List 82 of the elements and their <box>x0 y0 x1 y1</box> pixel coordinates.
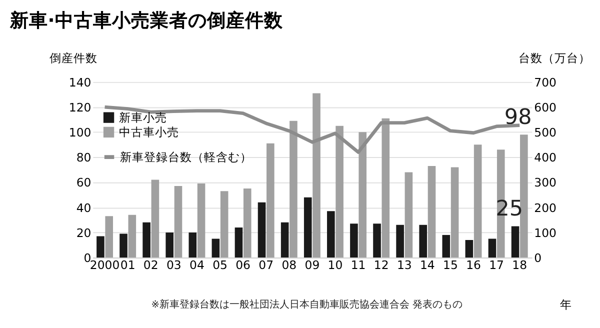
bar <box>280 222 289 258</box>
x-tick-label: 05 <box>212 258 228 272</box>
x-tick-label: 06 <box>236 258 250 272</box>
bar <box>120 234 128 258</box>
bar <box>197 184 206 258</box>
bar <box>142 222 150 258</box>
y-tick-label: 0 <box>84 250 92 265</box>
bar <box>312 93 320 258</box>
bar <box>174 186 182 258</box>
y-tick-label: 40 <box>76 200 92 215</box>
y2-tick-label: 0 <box>534 250 542 265</box>
bar <box>188 232 197 258</box>
x-tick-label: 15 <box>443 258 458 272</box>
y-tick-label: 60 <box>76 176 92 190</box>
y2-axis-title: 台数（万台） <box>518 50 591 65</box>
x-tick-label: 02 <box>143 258 158 272</box>
bar <box>428 166 436 258</box>
x-tick-label: 01 <box>120 258 136 272</box>
y2-tick-label: 100 <box>534 226 556 240</box>
bar <box>396 224 404 258</box>
y2-tick-label: 500 <box>534 126 556 140</box>
x-tick-label: 10 <box>328 258 343 272</box>
x-axis-title: 年 <box>560 297 572 312</box>
bar <box>442 234 450 258</box>
bar <box>358 132 367 258</box>
x-tick-label: 09 <box>304 258 320 272</box>
bar <box>234 227 243 258</box>
x-tick-label: 07 <box>258 258 274 272</box>
y2-tick-label: 300 <box>534 176 556 190</box>
legend-label: 新車小売 <box>119 110 168 124</box>
x-tick-label: 17 <box>489 258 504 272</box>
legend-label: 中古車小売 <box>119 125 180 140</box>
x-tick-label: 16 <box>466 258 481 272</box>
y-tick-label: 140 <box>68 75 92 90</box>
bar <box>350 224 358 258</box>
x-tick-label: 2000 <box>90 258 120 272</box>
bar <box>212 238 220 258</box>
x-tick-label: 12 <box>374 258 389 272</box>
bar <box>128 214 136 258</box>
x-tick-label: 13 <box>396 258 412 272</box>
bar <box>96 236 104 258</box>
y-tick-label: 20 <box>76 226 92 240</box>
y-tick-label: 80 <box>76 150 92 165</box>
bar <box>304 197 312 258</box>
bar <box>404 172 413 258</box>
legend-label: 新車登録台数（軽含む） <box>120 150 252 164</box>
text: ※新車登録台数は一般社団法人日本自動車販売協会連合会 発表のもの <box>151 298 462 310</box>
bar <box>488 238 496 258</box>
x-tick-label: 11 <box>350 258 366 272</box>
bar <box>105 216 114 258</box>
chart-title: 新車·中古車小売業者の倒産件数 <box>8 9 284 32</box>
bar <box>450 167 459 258</box>
data-label: 98 <box>504 104 532 130</box>
bar <box>520 134 528 258</box>
bar <box>465 240 474 258</box>
bar <box>373 224 381 258</box>
y2-tick-label: 600 <box>534 100 556 114</box>
bar <box>336 126 344 258</box>
data-label: 25 <box>496 196 524 222</box>
bar <box>290 120 298 258</box>
x-tick-label: 18 <box>512 258 528 272</box>
y2-tick-label: 400 <box>534 150 556 165</box>
bar <box>151 180 160 258</box>
x-tick-label: 08 <box>282 258 297 272</box>
bar <box>166 232 174 258</box>
y-tick-label: 100 <box>68 126 92 140</box>
bar <box>220 191 228 258</box>
bar <box>327 211 335 258</box>
x-tick-label: 03 <box>166 258 182 272</box>
bar <box>419 224 428 258</box>
bar <box>258 202 266 258</box>
bar <box>474 144 482 258</box>
x-tick-label: 04 <box>190 258 204 272</box>
y-tick-label: 120 <box>68 100 92 114</box>
bar <box>382 118 390 258</box>
x-tick-label: 14 <box>420 258 435 272</box>
y-axis-title: 倒産件数 <box>49 50 98 65</box>
y2-tick-label: 200 <box>534 200 556 215</box>
bar <box>243 188 252 258</box>
y2-tick-label: 700 <box>534 75 556 90</box>
bar <box>511 226 520 258</box>
bar <box>266 143 274 258</box>
